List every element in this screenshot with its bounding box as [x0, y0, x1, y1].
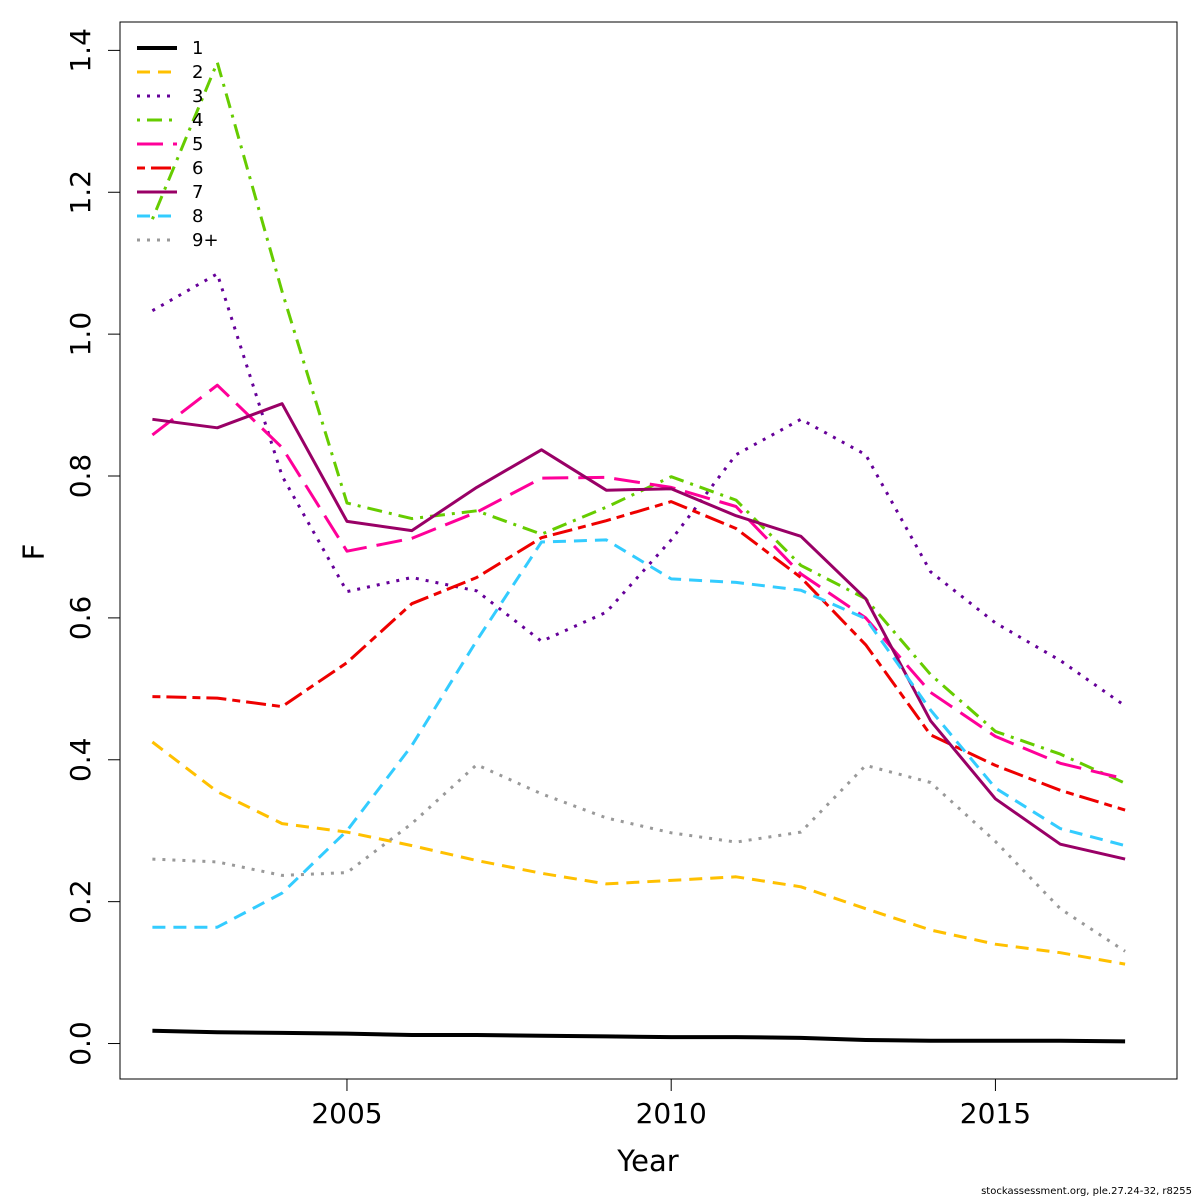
y-axis: 0.0 0.2 0.4 0.6 0.8 1.0 1.2 1.4: [64, 28, 121, 1066]
legend-label: 1: [192, 38, 203, 59]
legend-label: 3: [192, 86, 203, 107]
series-line-2: [151, 740, 1126, 966]
y-tick-label: 0.0: [64, 1021, 97, 1066]
series-line-8: [152, 538, 1126, 929]
series-line-1: [152, 1028, 1126, 1044]
legend-label: 8: [192, 206, 203, 227]
legend-label: 6: [192, 158, 203, 179]
legend-label: 7: [192, 182, 203, 203]
y-axis-label: F: [17, 544, 51, 561]
y-tick-label: 0.4: [64, 738, 97, 783]
series-line-4: [151, 60, 1126, 785]
legend-label: 9+: [192, 230, 219, 251]
series-line-7: [152, 402, 1126, 861]
x-tick-label: 2015: [960, 1097, 1031, 1130]
x-tick-label: 2010: [636, 1097, 707, 1130]
legend-label: 5: [192, 134, 203, 155]
series-lines: [151, 60, 1126, 1044]
legend-label: 4: [192, 110, 203, 131]
y-tick-label: 0.2: [64, 879, 97, 924]
legend: 1 2 3 4 5 6 7 8 9+: [137, 38, 219, 251]
x-tick-label: 2005: [311, 1097, 382, 1130]
y-tick-label: 0.8: [64, 454, 97, 499]
y-tick-label: 1.0: [64, 312, 97, 357]
series-line-9plus: [152, 763, 1126, 953]
plot-frame: [119, 21, 1178, 1080]
credit-text: stockassessment.org, ple.27.24-32, r8255: [981, 1186, 1192, 1197]
series-line-5: [151, 383, 1126, 781]
series-line-3: [151, 272, 1126, 708]
legend-label: 2: [192, 62, 203, 83]
y-tick-label: 1.2: [64, 170, 97, 215]
x-axis: 2005 2010 2015: [311, 1078, 1031, 1130]
series-line-6: [152, 500, 1126, 812]
y-tick-label: 1.4: [64, 28, 97, 73]
x-axis-label: Year: [616, 1144, 678, 1178]
y-tick-label: 0.6: [64, 596, 97, 641]
